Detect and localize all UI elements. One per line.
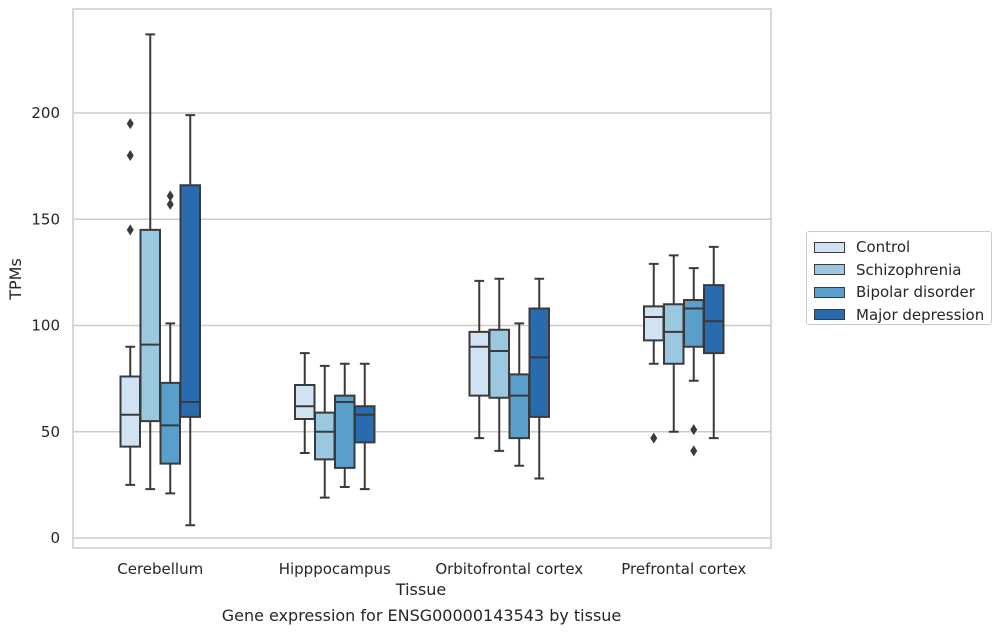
- outlier-point: [690, 445, 698, 457]
- box-iqr: [508, 373, 530, 440]
- x-tick-label: Orbitofrontal cortex: [435, 560, 583, 578]
- boxes: [119, 33, 725, 527]
- outlier-point: [690, 424, 698, 436]
- legend-swatch: [814, 286, 845, 298]
- box-iqr: [703, 284, 725, 355]
- legend-swatch: [814, 264, 845, 276]
- box-iqr: [179, 184, 201, 418]
- box-iqr: [663, 303, 685, 365]
- legend-item: Control: [814, 236, 991, 259]
- legend-item: Bipolar disorder: [814, 281, 991, 304]
- box-control: [468, 279, 490, 440]
- y-tick-label: 100: [31, 317, 60, 335]
- y-tick-label: 50: [41, 423, 60, 441]
- box-control: [643, 262, 665, 444]
- y-axis-label: TPMs: [6, 258, 25, 301]
- x-tick-label: Prefrontal cortex: [621, 560, 746, 578]
- box-schizophrenia: [488, 277, 510, 452]
- legend-label: Schizophrenia: [856, 260, 962, 279]
- box-major-depression: [354, 362, 376, 491]
- x-tick-label: Hipppocampus: [279, 560, 391, 578]
- plot-frame: [72, 8, 772, 549]
- legend-item: Schizophrenia: [814, 259, 991, 282]
- box-iqr: [468, 330, 490, 397]
- outlier-point: [650, 432, 658, 444]
- outlier-point: [126, 224, 134, 236]
- x-tick-labels: Cerebellum Hipppocampus Orbitofrontal cort…: [117, 560, 746, 578]
- y-tick-label: 0: [50, 529, 60, 547]
- box-iqr: [683, 299, 705, 348]
- box-iqr: [354, 405, 376, 444]
- box-iqr: [314, 411, 336, 461]
- legend: Control Schizophrenia Bipolar disorder Majo…: [806, 231, 992, 325]
- figure-caption: Gene expression for ENSG00000143543 by t…: [221, 606, 622, 625]
- box-bipolar-disorder: [508, 322, 530, 467]
- outlier-point: [126, 150, 134, 161]
- legend-item: Major depression: [814, 304, 991, 327]
- box-iqr: [159, 381, 181, 465]
- x-axis-label: Tissue: [395, 580, 446, 599]
- box-major-depression: [179, 114, 201, 527]
- outlier-point: [166, 198, 174, 210]
- box-iqr: [643, 305, 665, 342]
- box-schizophrenia: [314, 364, 336, 499]
- box-iqr: [139, 228, 161, 423]
- box-iqr: [294, 384, 316, 420]
- box-major-depression: [528, 277, 550, 480]
- legend-label: Major depression: [856, 305, 985, 324]
- box-schizophrenia: [139, 33, 161, 491]
- outlier-point: [126, 118, 134, 130]
- legend-label: Bipolar disorder: [856, 283, 975, 302]
- box-bipolar-disorder: [334, 362, 356, 488]
- box-control: [294, 352, 316, 454]
- box-bipolar-disorder: [159, 190, 181, 495]
- y-tick-label: 150: [31, 210, 60, 228]
- y-tick-labels: 0 50 100 150 200: [31, 104, 60, 547]
- x-tick-label: Cerebellum: [117, 560, 203, 578]
- box-iqr: [119, 375, 141, 448]
- y-tick-label: 200: [31, 104, 60, 122]
- box-major-depression: [703, 245, 725, 440]
- legend-swatch: [814, 309, 845, 321]
- box-control: [119, 118, 141, 486]
- box-iqr: [528, 307, 550, 418]
- legend-swatch: [814, 241, 845, 253]
- box-iqr: [488, 328, 510, 399]
- box-iqr: [334, 394, 356, 469]
- outlier-point: [166, 190, 174, 202]
- legend-label: Control: [856, 238, 911, 257]
- box-bipolar-disorder: [683, 267, 705, 457]
- box-schizophrenia: [663, 254, 685, 433]
